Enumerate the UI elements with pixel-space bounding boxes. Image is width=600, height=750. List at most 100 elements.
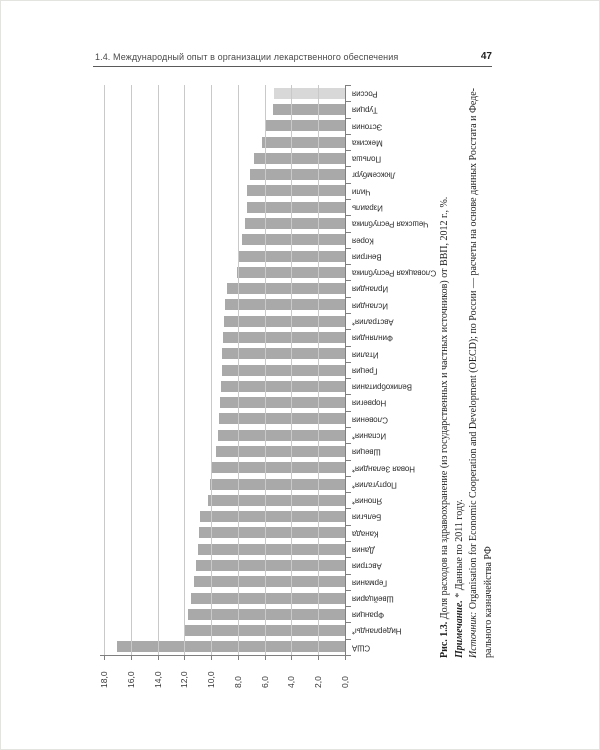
category-axis-tick <box>346 231 351 233</box>
category-axis-tick <box>346 589 351 591</box>
value-axis-tick <box>264 656 266 660</box>
category-axis-line <box>345 85 346 656</box>
bar-32 <box>191 592 345 604</box>
category-axis-tick <box>346 117 351 119</box>
category-axis-tick <box>346 606 351 608</box>
category-axis-tick <box>346 378 351 380</box>
category-axis-tick <box>346 182 351 184</box>
gridline <box>104 85 105 655</box>
bar-7 <box>247 185 345 197</box>
category-label: Германия <box>352 577 388 587</box>
gridline <box>184 85 186 655</box>
caption-text: Organisation for Economic Cooperation an… <box>468 87 479 612</box>
category-label: Исландия <box>352 300 388 310</box>
bar-9 <box>244 217 345 229</box>
gridline <box>318 85 320 655</box>
category-label: Эстония <box>352 121 383 131</box>
category-axis-tick <box>346 85 351 86</box>
caption-text: рального казначейства РФ <box>482 546 494 658</box>
bar-19 <box>221 380 345 392</box>
category-axis-tick <box>346 427 351 428</box>
category-axis-tick <box>346 329 351 331</box>
bar-29 <box>197 543 345 555</box>
category-label: Греция <box>352 366 378 376</box>
value-tick-label: 2,0 <box>313 676 324 688</box>
gridline <box>157 85 159 655</box>
category-label: Чешская Республика <box>352 219 429 229</box>
category-axis-tick <box>346 150 351 152</box>
category-axis-tick <box>346 133 351 135</box>
value-axis-tick <box>318 656 320 660</box>
category-axis-tick <box>346 557 351 559</box>
value-tick-label: 16,0 <box>125 671 136 688</box>
category-axis-tick <box>346 166 351 168</box>
bar-28 <box>199 527 345 539</box>
category-label: Корея <box>352 235 374 245</box>
category-label: Финляндия <box>352 333 393 343</box>
bar-21 <box>219 413 345 425</box>
category-label: Люксембург <box>352 170 396 180</box>
value-axis-tick <box>291 656 293 660</box>
gridline <box>237 85 239 655</box>
value-tick-label: 10,0 <box>206 671 217 688</box>
category-label: Россия <box>352 89 378 99</box>
value-axis-tick <box>237 656 239 660</box>
bar-33 <box>188 608 345 620</box>
gridline <box>264 85 266 655</box>
category-axis-tick <box>346 573 351 575</box>
caption-text: Доля расходов на здравоохранение (из гос… <box>439 196 450 622</box>
bar-30 <box>196 559 345 571</box>
value-axis-tick <box>130 656 132 660</box>
category-axis-tick <box>346 247 351 249</box>
caption-prefix: Рис. 1.3. <box>439 621 450 658</box>
category-axis-tick <box>346 638 351 640</box>
bar-4 <box>261 136 345 148</box>
category-label: Португалия* <box>352 480 397 490</box>
bar-6 <box>249 169 345 181</box>
category-axis-tick <box>346 264 351 266</box>
bar-20 <box>220 397 345 409</box>
category-axis-tick <box>346 443 351 445</box>
category-label: Польша <box>352 154 382 164</box>
category-label: Венгрия <box>352 252 382 262</box>
value-axis-tick <box>184 656 186 660</box>
caption-line-3: Источник: Organisation for Economic Coop… <box>467 83 481 658</box>
bar-10 <box>241 234 345 246</box>
category-label: Чили <box>352 186 371 196</box>
value-tick-label: 0,0 <box>340 676 350 688</box>
category-axis-tick <box>346 492 351 494</box>
bar-18 <box>221 364 345 376</box>
bar-35 <box>117 641 345 653</box>
category-axis-tick <box>346 475 351 477</box>
category-label: Норвегия <box>352 398 387 408</box>
running-header: 1.4. Международный опыт в организации ле… <box>95 52 399 62</box>
bar-31 <box>193 576 345 588</box>
value-axis-line <box>100 655 345 656</box>
caption-line-1: Рис. 1.3. Доля расходов на здравоохранен… <box>438 83 452 658</box>
bar-22 <box>217 429 345 441</box>
category-label: Новая Зеландия* <box>352 463 416 473</box>
value-tick-label: 6,0 <box>259 676 270 688</box>
bar-25 <box>209 478 345 490</box>
bar-5 <box>253 152 345 164</box>
category-label: Испания* <box>352 431 387 441</box>
category-label: Италия <box>352 349 379 359</box>
category-label: Словацкая Республика <box>352 268 437 278</box>
caption-line-4: рального казначейства РФ <box>482 83 496 658</box>
value-tick-label: 8,0 <box>232 676 243 688</box>
gridline <box>130 85 132 655</box>
bar-8 <box>246 201 345 213</box>
value-tick-label: 4,0 <box>286 676 297 688</box>
category-label: Израиль <box>352 203 383 213</box>
category-axis-tick <box>346 296 351 298</box>
bar-16 <box>223 331 345 343</box>
category-axis-tick <box>346 622 351 624</box>
bar-13 <box>227 283 345 295</box>
category-axis-tick <box>346 199 351 200</box>
caption-line-2: Примечание. * Данные по 2011 году. <box>453 83 467 658</box>
category-label: Мексика <box>352 138 383 148</box>
category-axis-tick <box>346 524 351 526</box>
bar-11 <box>237 250 345 262</box>
